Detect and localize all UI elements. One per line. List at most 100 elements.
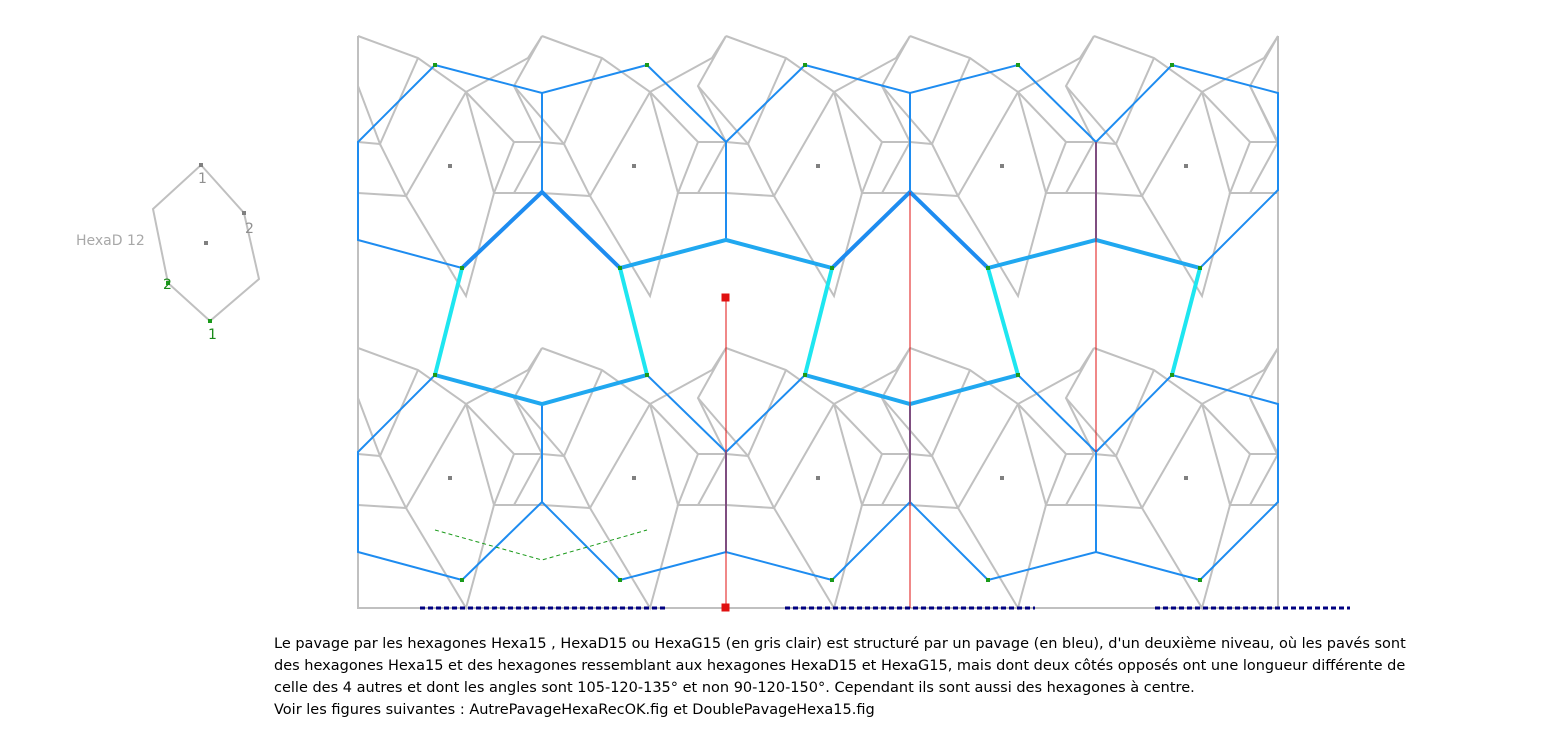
vertex-dot [986, 578, 990, 582]
tile-center-dot [1000, 476, 1004, 480]
gray-tile-edge [909, 141, 933, 145]
vertex-dots [433, 63, 1202, 582]
gray-tile-edge [725, 143, 776, 198]
vertex-dot [460, 578, 464, 582]
blue-tile-edge [357, 189, 1279, 270]
gray-tile-edge [541, 455, 592, 510]
vertex-dot [803, 373, 807, 377]
gray-tile-edge [909, 143, 960, 198]
gray-tile-edge [357, 455, 408, 510]
red-axis-lines [721, 142, 1097, 612]
cyan-tile-edge [1170, 266, 1202, 377]
gray-tile-edge [696, 347, 728, 506]
vertex-dot [645, 373, 649, 377]
cyan-tile-edge [460, 189, 622, 270]
gray-tile-edge [697, 369, 787, 458]
blue-thick-edge [433, 373, 649, 407]
gray-tile-edge [405, 91, 467, 197]
gray-tile-edge [405, 504, 495, 611]
cyan-tile-edge [803, 266, 834, 377]
gray-tile-edge [880, 347, 912, 506]
gray-tile-edge [833, 403, 863, 506]
tile-center-dot [1184, 476, 1188, 480]
gray-tile-edge [357, 453, 381, 457]
tile-center-dot [816, 476, 820, 480]
gray-tile-edge [697, 57, 787, 146]
gray-tile-edge [405, 192, 495, 299]
hexad12-vertex-dot [242, 211, 246, 215]
tile-center-dot [632, 164, 636, 168]
blue-thick-edge [803, 373, 1020, 407]
cyan-tile-edge [986, 266, 1020, 377]
tile-center-dot [448, 476, 452, 480]
vertex-label-bottom: 1 [208, 327, 217, 343]
hexad12-center-dot [204, 241, 208, 245]
gray-tile-edge [1201, 403, 1231, 506]
gray-tile-edge [405, 403, 467, 509]
gray-tile-edge [1093, 455, 1144, 510]
blue-thick-edge [986, 237, 1202, 270]
caption-line: des hexagones Hexa15 et des hexagones re… [274, 658, 1406, 674]
gray-tile-edge [696, 35, 728, 194]
blue-tile-edge [357, 500, 1279, 582]
gray-tile-edge [649, 91, 679, 194]
vertex-dot [1016, 63, 1020, 67]
gray-tile-edge [1141, 192, 1231, 299]
hexad12-example-tile [151, 163, 261, 323]
caption-line: Le pavage par les hexagones Hexa15 , Hex… [274, 636, 1406, 652]
gray-tile-edge [957, 504, 1047, 611]
hexad12-vertex-dot [199, 163, 203, 167]
gray-tile-edge [357, 143, 408, 198]
gray-tile-edge [1201, 91, 1231, 194]
gray-tile-edge [909, 455, 960, 510]
caption: Le pavage par les hexagones Hexa15 , Hex… [274, 633, 1406, 721]
gray-tile-edge [589, 192, 679, 299]
gray-tile-edge [957, 91, 1019, 197]
gray-tile-edge [1065, 369, 1155, 458]
gray-tile-edge [773, 91, 835, 197]
gray-tile-edge [357, 57, 419, 147]
gray-tile-edge [773, 192, 863, 299]
tile-center-dot [632, 476, 636, 480]
gray-tile-edge [512, 35, 544, 194]
tile-center-dot [816, 164, 820, 168]
dashed-border [420, 529, 1350, 610]
vertex-dot [1198, 266, 1202, 270]
tile-center-dot [1184, 164, 1188, 168]
vertex-dot [618, 266, 622, 270]
caption-line: celle des 4 autres et dont les angles so… [274, 680, 1195, 696]
gray-tile-edge [880, 35, 912, 194]
hexad12-label: HexaD 12 [76, 233, 145, 249]
vertex-dot [460, 266, 464, 270]
vertex-label-left: 2 [163, 277, 172, 293]
gray-tile-edge [1065, 57, 1155, 146]
vertex-dot [645, 63, 649, 67]
gray-tile-edge [1064, 35, 1096, 194]
blue-thick-edge [618, 237, 834, 270]
tiling-diagram [151, 35, 1350, 612]
gray-tile-edge [957, 403, 1019, 509]
vertex-dot [803, 63, 807, 67]
gray-tile-edge [589, 403, 651, 509]
gray-tile-edge [465, 403, 495, 506]
gray-tile-edge [725, 141, 749, 145]
vertex-label-top: 1 [198, 171, 207, 187]
vertex-dot [1198, 578, 1202, 582]
vertex-dot [433, 373, 437, 377]
vertex-dot [830, 578, 834, 582]
gray-tile-edge [541, 453, 565, 457]
gray-tile-edge [541, 141, 565, 145]
gray-tile-edge [1141, 91, 1203, 197]
red-marker [721, 293, 730, 302]
vertex-dot [618, 578, 622, 582]
gray-tile-edge [1017, 403, 1047, 506]
gray-tile-edge [1249, 370, 1279, 457]
gray-tile-edge [1141, 403, 1203, 509]
gray-tile-edge [957, 192, 1047, 299]
red-marker [721, 603, 730, 612]
hexad12-vertex-dot [208, 319, 212, 323]
gray-tile-edge [1249, 58, 1279, 145]
blue-tile-edge [357, 373, 1279, 503]
gray-tile-edge [1064, 347, 1096, 506]
gray-tile-edge [1141, 504, 1231, 611]
